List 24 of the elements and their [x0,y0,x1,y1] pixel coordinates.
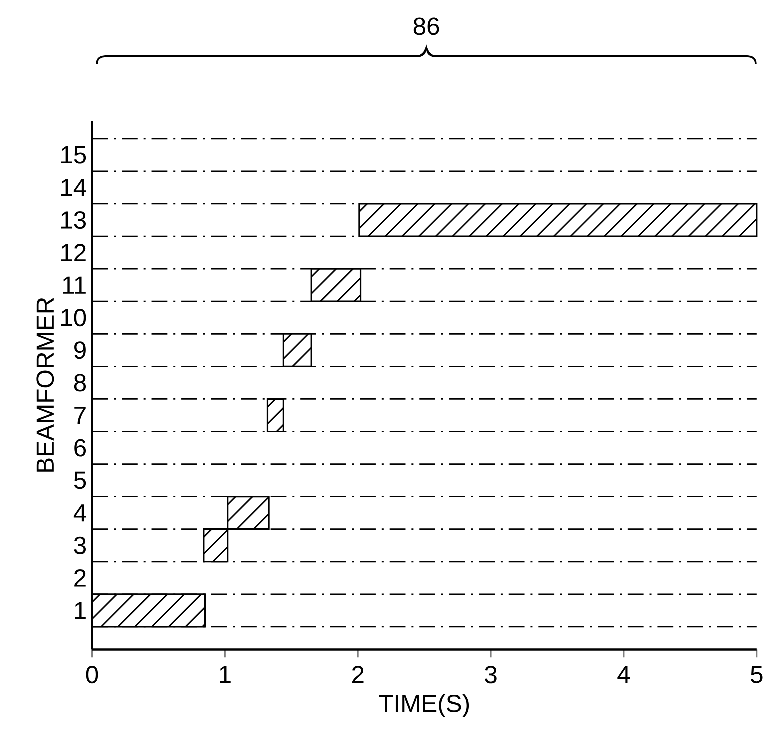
text: 86 [414,18,440,36]
y-tick-label: 2 [74,570,86,587]
y-tick-label: 8 [74,374,86,392]
x-tick-label: 1 [220,666,231,684]
y-tick-label: 4 [74,504,86,522]
x-tick-label: 4 [618,666,630,684]
x-tick-label: 2 [352,666,364,684]
y-tick-label: 13 [61,211,86,229]
x-tick-label: 5 [751,666,763,684]
x-tick-label: 0 [86,666,98,684]
y-tick-label: 15 [61,146,86,164]
y-tick-label: 10 [61,309,86,327]
y-tick-label: 6 [74,439,86,457]
y-tick-label: 9 [74,342,86,360]
y-tick-label: 12 [61,244,86,262]
y-tick-label: 5 [74,472,86,490]
y-tick-label: 14 [61,179,86,196]
x-axis-title: TIME(S) [379,694,470,718]
x-tick-label: 3 [485,666,497,684]
y-tick-label: 11 [63,276,86,294]
y-tick-label: 3 [74,536,86,554]
y-axis-title: BEAMFORMER [36,298,54,472]
y-tick-label: 7 [74,406,86,424]
y-tick-label: 1 [75,602,86,620]
